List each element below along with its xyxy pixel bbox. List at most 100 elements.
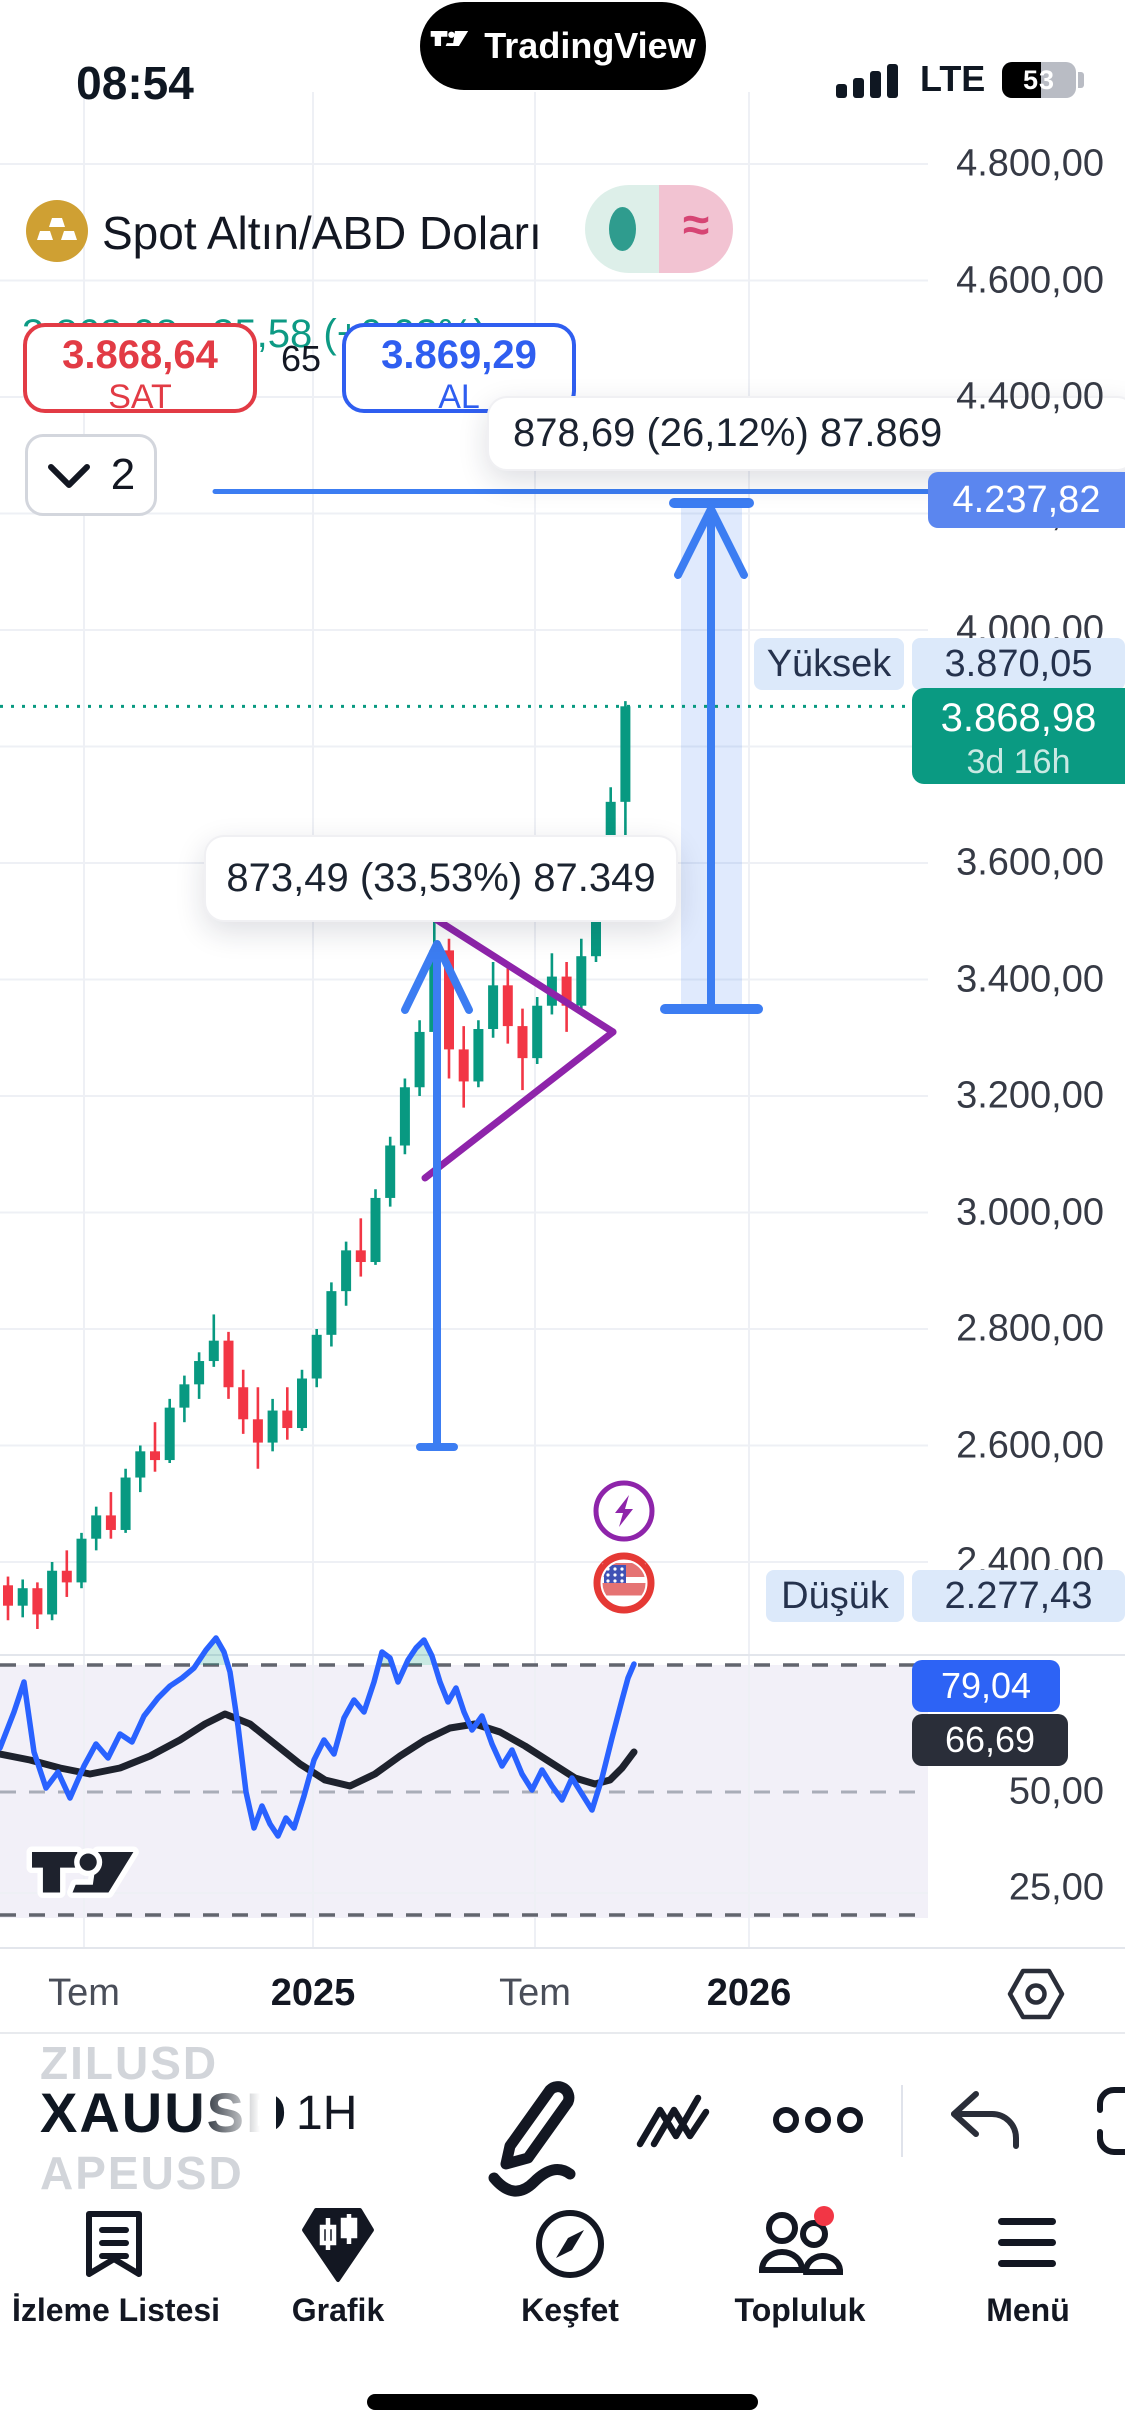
last-price-value: 3.868,98	[940, 696, 1097, 740]
undo-icon[interactable]	[948, 2088, 1024, 2154]
battery-icon: 53	[1002, 62, 1076, 98]
community-icon[interactable]	[758, 2206, 843, 2280]
price-axis-label: 4.600,00	[956, 259, 1104, 301]
measure-tooltip-upper: 878,69 (26,12%) 87.869	[487, 396, 1125, 471]
flag-mask-ring	[599, 1558, 649, 1608]
candle-body	[223, 1340, 234, 1388]
brand-name: TradingView	[484, 25, 696, 66]
candle-body	[355, 1250, 366, 1263]
candle-body	[267, 1410, 278, 1443]
candle-body	[47, 1570, 58, 1615]
flag-star	[613, 1573, 617, 1577]
candle-body	[620, 706, 631, 802]
toolbar-divider	[901, 2085, 903, 2157]
candle-body	[502, 985, 513, 1027]
battery-tip	[1078, 72, 1084, 88]
rsi-value-chip: 79,04	[912, 1660, 1060, 1712]
sell-button[interactable]: 3.868,64 SAT	[23, 323, 257, 416]
fullscreen-icon[interactable]	[1092, 2086, 1125, 2156]
toggle-wave-option[interactable]: ≈	[659, 185, 733, 273]
candle-body	[179, 1384, 190, 1408]
candle-body	[105, 1515, 116, 1530]
candle-body	[311, 1334, 322, 1379]
time-axis-tick: Tem	[48, 1972, 120, 2014]
axis-settings-icon[interactable]	[1007, 1966, 1065, 2022]
draw-tool-icon[interactable]	[488, 2081, 576, 2197]
symbol-fade	[196, 2078, 276, 2148]
candle-body	[488, 985, 499, 1030]
candle-body	[3, 1585, 13, 1606]
status-time: 08:54	[76, 57, 194, 109]
price-axis-label: 2.600,00	[956, 1424, 1104, 1466]
watchlist-icon[interactable]	[82, 2210, 146, 2278]
flag-star	[613, 1567, 617, 1571]
toggle-dot-option[interactable]	[585, 185, 659, 273]
battery-percent: 53	[1022, 65, 1056, 95]
candle-body	[91, 1515, 102, 1539]
more-options-icon[interactable]	[772, 2104, 864, 2136]
candle-body	[150, 1451, 160, 1461]
flag-stripe	[602, 1589, 646, 1596]
candle-body	[326, 1291, 337, 1335]
nav-community-label[interactable]: Topluluk	[734, 2292, 866, 2328]
multi-zigzag-icon[interactable]	[632, 2088, 712, 2152]
candle-body	[135, 1451, 146, 1478]
tradingview-logo-icon	[430, 31, 469, 46]
pennant-lower-line	[421, 1028, 617, 1182]
candle-body	[238, 1387, 249, 1420]
nav-watchlist-label[interactable]: İzleme Listesi	[11, 2292, 221, 2328]
price-axis-label: 3.400,00	[956, 958, 1104, 1000]
rsi-ma-value-chip: 66,69	[912, 1714, 1068, 1766]
gold-symbol-icon	[26, 200, 88, 262]
flag-star	[620, 1579, 624, 1583]
ray-price-label: 4.237,82	[928, 472, 1125, 528]
measure1-arrowhead	[401, 940, 473, 1014]
drawings-dropdown[interactable]: 2	[25, 434, 157, 516]
interval-button[interactable]: 1H	[296, 2087, 358, 2140]
menu-icon[interactable]	[998, 2218, 1056, 2270]
candle-body	[17, 1588, 28, 1606]
sell-label: SAT	[108, 378, 172, 416]
candle-body	[370, 1197, 381, 1263]
price-axis-label: 3.600,00	[956, 841, 1104, 884]
rsi-overbought-fill	[405, 1640, 435, 1665]
dot-icon	[608, 207, 636, 251]
flag-star	[606, 1573, 610, 1577]
price-axis-label: 2.800,00	[956, 1307, 1104, 1350]
candle-body	[458, 1049, 469, 1082]
chart-tab-icon[interactable]	[300, 2206, 376, 2282]
price-chart[interactable]	[0, 0, 1125, 1950]
separator	[0, 2032, 1125, 2034]
nav-explore-label[interactable]: Keşfet	[521, 2292, 619, 2328]
measure2-arrowhead	[674, 505, 748, 579]
explore-compass-icon[interactable]	[534, 2208, 606, 2280]
next-symbol[interactable]: APEUSD	[40, 2147, 244, 2199]
dynamic-island-brand: TradingView	[420, 2, 706, 90]
nav-chart-label[interactable]: Grafik	[291, 2292, 385, 2328]
carrier-label: LTE	[920, 58, 986, 99]
candle-body	[282, 1410, 293, 1429]
candle-body	[164, 1407, 175, 1461]
candle-body	[61, 1570, 72, 1583]
lightning-glyph	[615, 1495, 633, 1527]
candle-body	[561, 976, 572, 1006]
candle-body	[399, 1087, 410, 1146]
bar-countdown: 3d 16h	[966, 743, 1071, 781]
nav-menu-label[interactable]: Menü	[986, 2292, 1070, 2328]
chart-mode-toggle[interactable]: ≈	[585, 185, 733, 273]
low-value: 2.277,43	[912, 1570, 1125, 1622]
candle-body	[341, 1250, 352, 1292]
prev-symbol[interactable]: ZILUSD	[40, 2037, 219, 2089]
rsi-line	[0, 1635, 637, 1839]
symbol-title[interactable]: Spot Altın/ABD Doları	[102, 207, 542, 259]
candle-body	[444, 950, 454, 1050]
high-label: Yüksek	[754, 638, 904, 690]
candle-body	[414, 1031, 425, 1088]
home-indicator[interactable]	[367, 2394, 758, 2410]
spread-value: 65	[280, 338, 322, 379]
candle-body	[532, 1005, 543, 1059]
time-axis-tick: 2025	[270, 1972, 356, 2014]
candle-body	[194, 1361, 205, 1385]
candle-body	[385, 1145, 396, 1198]
